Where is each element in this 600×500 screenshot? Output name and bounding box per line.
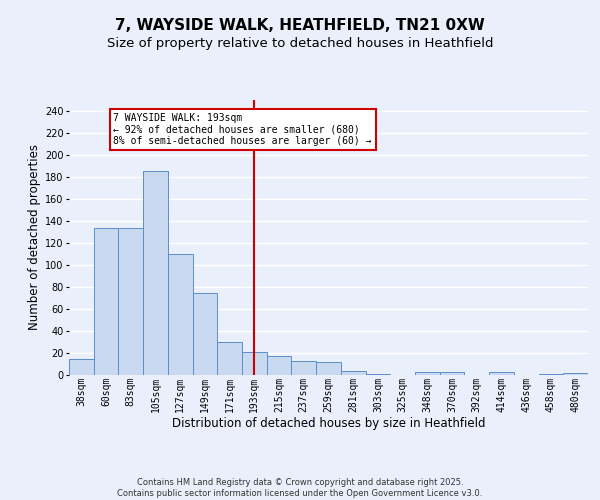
Text: 7, WAYSIDE WALK, HEATHFIELD, TN21 0XW: 7, WAYSIDE WALK, HEATHFIELD, TN21 0XW <box>115 18 485 32</box>
Bar <box>563 373 588 375</box>
Text: Contains HM Land Registry data © Crown copyright and database right 2025.
Contai: Contains HM Land Registry data © Crown c… <box>118 478 482 498</box>
Text: Size of property relative to detached houses in Heathfield: Size of property relative to detached ho… <box>107 38 493 51</box>
Bar <box>94 228 118 375</box>
Text: 7 WAYSIDE WALK: 193sqm
← 92% of detached houses are smaller (680)
8% of semi-det: 7 WAYSIDE WALK: 193sqm ← 92% of detached… <box>113 113 372 146</box>
Bar <box>143 172 168 375</box>
Bar <box>292 360 316 375</box>
Bar <box>415 372 440 375</box>
Y-axis label: Number of detached properties: Number of detached properties <box>28 144 41 330</box>
Bar <box>217 342 242 375</box>
Bar <box>69 358 94 375</box>
Bar <box>316 362 341 375</box>
Bar <box>193 292 217 375</box>
X-axis label: Distribution of detached houses by size in Heathfield: Distribution of detached houses by size … <box>172 417 485 430</box>
Bar <box>168 254 193 375</box>
Bar <box>267 356 292 375</box>
Bar <box>242 352 267 375</box>
Bar <box>365 374 390 375</box>
Bar <box>440 372 464 375</box>
Bar <box>539 374 563 375</box>
Bar <box>341 370 365 375</box>
Bar <box>118 228 143 375</box>
Bar <box>489 372 514 375</box>
